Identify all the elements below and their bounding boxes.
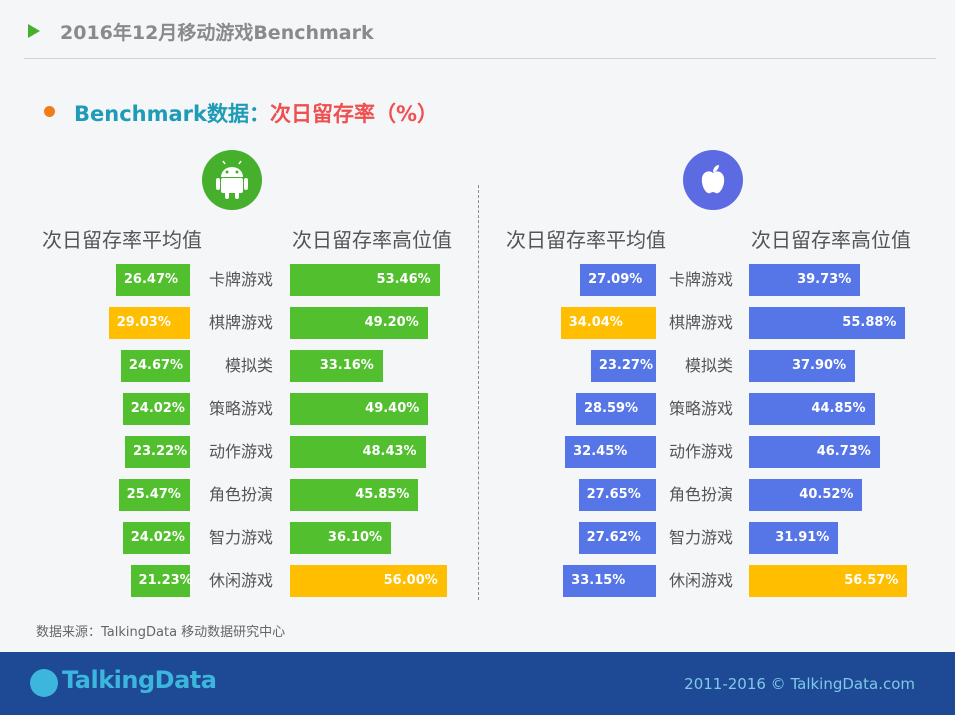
ios-avg-bar: 28.59% xyxy=(575,393,656,425)
android-avg-bar: 21.23% xyxy=(130,565,193,597)
android-avg-bar: 26.47% xyxy=(115,264,190,296)
ios-avg-bar: 27.65% xyxy=(578,479,656,511)
android-high-bar: 33.16% xyxy=(290,350,383,382)
android-avg-bar: 24.02% xyxy=(122,393,190,425)
header-divider xyxy=(24,58,936,59)
ios-high-bar: 44.85% xyxy=(749,393,875,425)
footer-bar xyxy=(0,652,955,715)
android-high-bar: 49.40% xyxy=(290,393,429,425)
android-category-label: 智力游戏 xyxy=(208,528,273,547)
source-note: 数据来源：TalkingData 移动数据研究中心 xyxy=(36,625,286,640)
ios-category-label: 棋牌游戏 xyxy=(668,313,733,332)
ios-high-bar: 56.57% xyxy=(749,565,908,597)
android-avg-header: 次日留存率平均值 xyxy=(42,228,202,252)
android-category-label: 休闲游戏 xyxy=(208,571,273,590)
ios-category-label: 智力游戏 xyxy=(668,528,733,547)
ios-high-bar: 55.88% xyxy=(749,307,906,339)
ios-avg-bar: 23.27% xyxy=(590,350,656,382)
ios-category-label: 角色扮演 xyxy=(668,485,733,504)
apple-icon xyxy=(683,150,743,210)
ios-category-label: 动作游戏 xyxy=(668,442,733,461)
android-category-label: 卡牌游戏 xyxy=(208,270,273,289)
ios-avg-header: 次日留存率平均值 xyxy=(506,228,666,252)
ios-high-bar: 39.73% xyxy=(749,264,861,296)
ios-avg-bar: 27.09% xyxy=(580,264,656,296)
platform-divider xyxy=(478,185,479,600)
copyright-text: 2011-2016 © TalkingData.com xyxy=(684,675,915,693)
android-avg-bar: 24.02% xyxy=(122,522,190,554)
header-arrow-icon xyxy=(28,24,40,38)
android-high-bar: 56.00% xyxy=(290,565,447,597)
ios-avg-bar: 27.62% xyxy=(578,522,656,554)
ios-avg-bar: 32.45% xyxy=(565,436,656,468)
ios-high-bar: 31.91% xyxy=(749,522,839,554)
android-category-label: 棋牌游戏 xyxy=(208,313,273,332)
android-high-bar: 36.10% xyxy=(290,522,392,554)
android-avg-bar: 24.67% xyxy=(120,350,190,382)
android-high-bar: 45.85% xyxy=(290,479,419,511)
subtitle-prefix: Benchmark数据： xyxy=(74,102,270,126)
chart-subtitle: Benchmark数据：次日留存率（%） xyxy=(74,98,438,128)
ios-category-label: 策略游戏 xyxy=(668,399,733,418)
android-high-bar: 49.20% xyxy=(290,307,428,339)
ios-category-label: 休闲游戏 xyxy=(668,571,733,590)
android-avg-bar: 25.47% xyxy=(118,479,190,511)
android-category-label: 角色扮演 xyxy=(208,485,273,504)
ios-high-bar: 37.90% xyxy=(749,350,856,382)
bullet-icon xyxy=(44,106,55,117)
ios-high-bar: 40.52% xyxy=(749,479,863,511)
android-category-label: 模拟类 xyxy=(224,356,273,375)
logo-icon xyxy=(30,669,58,697)
ios-category-label: 模拟类 xyxy=(684,356,733,375)
ios-category-label: 卡牌游戏 xyxy=(668,270,733,289)
android-avg-bar: 29.03% xyxy=(108,307,190,339)
android-category-label: 动作游戏 xyxy=(208,442,273,461)
ios-avg-bar: 34.04% xyxy=(560,307,656,339)
ios-avg-bar: 33.15% xyxy=(563,565,656,597)
android-category-label: 策略游戏 xyxy=(208,399,273,418)
android-high-bar: 53.46% xyxy=(290,264,440,296)
android-high-header: 次日留存率高位值 xyxy=(292,228,452,252)
page-title: 2016年12月移动游戏Benchmark xyxy=(60,22,374,44)
ios-high-header: 次日留存率高位值 xyxy=(751,228,911,252)
android-icon xyxy=(202,150,262,210)
brand-logo: TalkingData xyxy=(62,666,217,694)
ios-high-bar: 46.73% xyxy=(749,436,880,468)
android-avg-bar: 23.22% xyxy=(124,436,190,468)
subtitle-metric: 次日留存率（%） xyxy=(269,102,439,126)
android-high-bar: 48.43% xyxy=(290,436,426,468)
